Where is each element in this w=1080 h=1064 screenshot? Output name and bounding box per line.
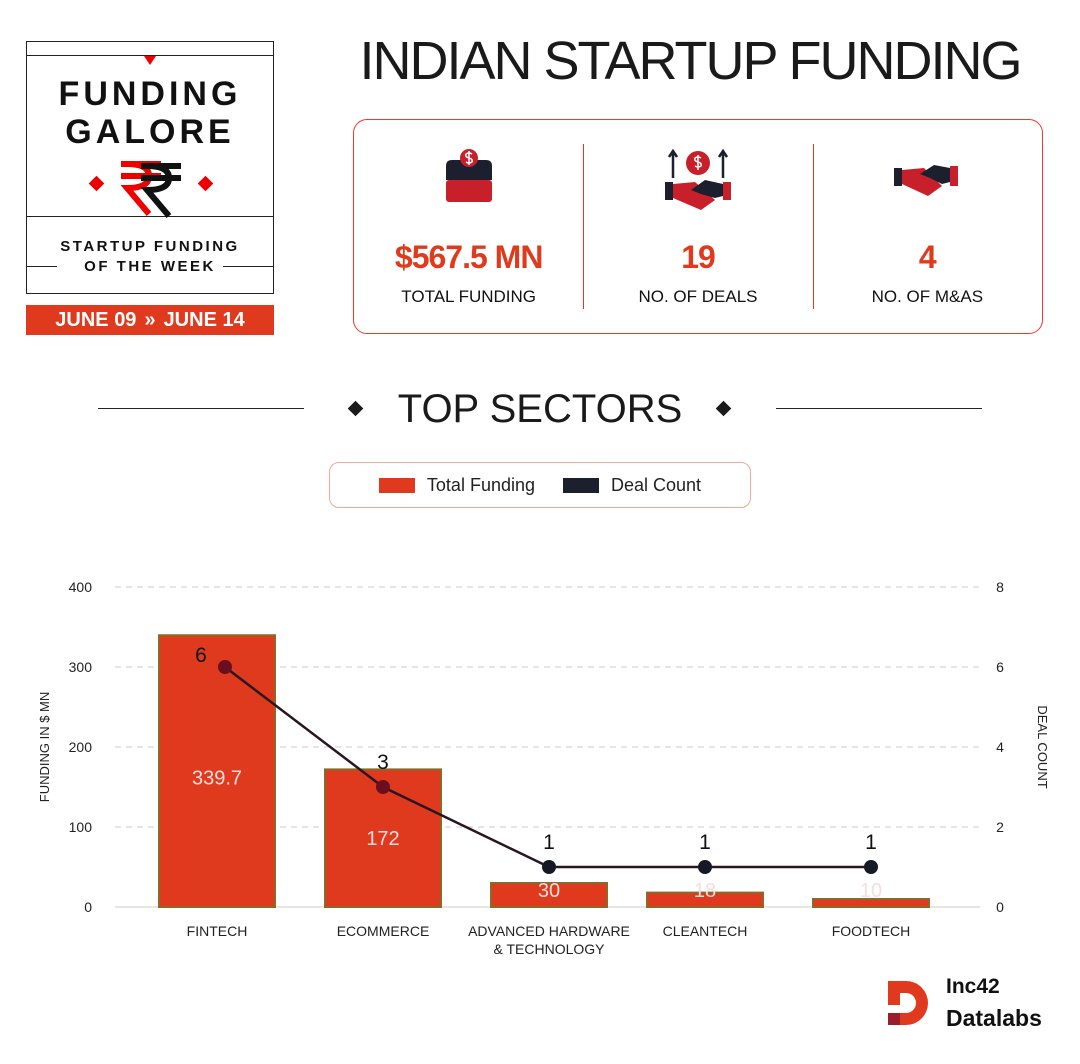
bar-advanced-hardware-technology [490,882,608,908]
stat-label: NO. OF DEALS [638,287,758,306]
divider [776,408,982,409]
date-from: JUNE 09 [55,308,137,331]
stat-total-funding: $567.5 MN TOTAL FUNDING [354,120,583,333]
rupee-icon [88,161,214,218]
deal-count-label: 1 [699,831,711,854]
divider [98,408,304,409]
inc42-logo: Inc42 Datalabs [880,975,1042,1036]
legend-item-deals: Deal Count [563,475,701,496]
datalabs-logo-icon [888,981,928,1025]
funding-galore-badge: FUNDING GALORE STARTUP FUNDING OF THE WE… [26,41,274,294]
brand-inc42: Inc42 [946,975,1000,998]
x-tick-label: ADVANCED HARDWARE [468,923,630,939]
legend-swatch [378,478,415,494]
date-range: JUNE 09 » JUNE 14 [26,305,274,335]
x-tick-label: FINTECH [187,923,248,939]
stat-value: 19 [681,239,716,275]
handshake-growth-icon [664,148,731,210]
bar-foodtech [812,898,930,908]
y-tick-label: 200 [69,739,93,755]
deal-count-point [698,860,712,874]
legend-label: Deal Count [611,474,702,495]
deal-count-label: 3 [377,751,389,774]
deal-count-point [218,660,232,674]
stat-label: NO. OF M&AS [871,287,984,306]
y-tick-label: 100 [69,819,93,835]
diamond-icon [715,400,732,417]
handshake-icon [894,165,959,196]
deal-count-point [864,860,878,874]
bar-value-label: 10 [860,880,882,902]
deal-count-point [542,860,556,874]
stat-deals: 19 NO. OF DEALS [583,120,812,333]
triangle-icon [144,56,156,65]
brand-datalabs: Datalabs [946,1005,1042,1031]
y-axis-label: FUNDING IN $ MN [37,692,52,803]
y2-tick-label: 6 [996,659,1004,675]
bar-cleantech [646,891,764,909]
badge-line2: GALORE [65,113,235,151]
y2-tick-label: 4 [996,739,1004,755]
legend-swatch [563,478,599,494]
section-header: TOP SECTORS [0,385,1080,435]
diamond-icon [347,400,364,417]
x-tick-label: ECOMMERCE [337,923,430,939]
money-box-icon [445,149,492,202]
x-tick-label: & TECHNOLOGY [494,941,606,957]
deal-count-label: 1 [865,831,877,854]
badge-subtitle1: STARTUP FUNDING [60,238,240,255]
y2-tick-label: 8 [996,579,1004,595]
bar-value-label: 172 [366,828,399,850]
sector-chart: 0 100 200 300 400 0 2 4 6 8 FUNDING IN $ MN DEAL CO… [37,579,1050,957]
section-title: TOP SECTORS [397,387,683,431]
badge-subtitle2: OF THE WEEK [84,258,216,275]
y-tick-label: 300 [69,659,93,675]
y-tick-label: 400 [69,579,93,595]
stat-value: 4 [918,239,937,275]
x-tick-label: CLEANTECH [663,923,748,939]
stat-value: $567.5 MN [394,239,544,275]
stat-label: TOTAL FUNDING [401,287,537,306]
page-title: INDIAN STARTUP FUNDING [359,31,1022,91]
chart-legend: Total Funding Deal Count [329,462,751,508]
y-tick-label: 0 [84,899,92,915]
double-chevron-icon: » [144,308,156,331]
date-to: JUNE 14 [163,308,245,331]
deal-count-point [376,780,390,794]
legend-item-funding: Total Funding [378,474,535,496]
x-tick-label: FOODTECH [832,923,911,939]
stat-mas: 4 NO. OF M&AS [812,120,1042,333]
deal-count-label: 1 [543,831,555,854]
legend-label: Total Funding [426,474,535,495]
bar-value-label: 339.7 [192,768,242,790]
bar-fintech [158,634,276,909]
bar-value-label: 18 [694,880,716,902]
y2-tick-label: 2 [996,819,1004,835]
badge-line1: FUNDING [58,75,242,113]
y2-tick-label: 0 [996,899,1004,915]
deal-count-label: 6 [195,644,207,667]
stats-panel: $567.5 MN TOTAL FUNDING 19 NO. OF DEALS … [353,119,1043,334]
bar-value-label: 30 [538,880,560,902]
y2-axis-label: DEAL COUNT [1035,705,1050,788]
